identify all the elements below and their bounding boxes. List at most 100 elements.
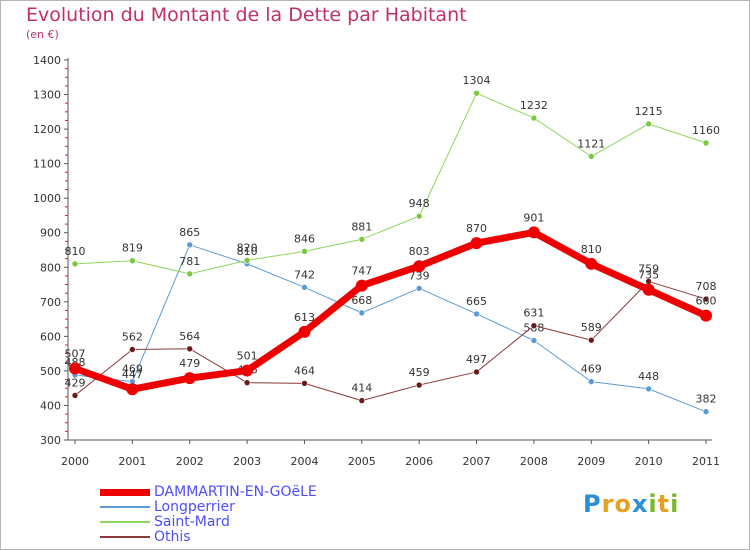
data-label-saint-mard: 819	[122, 242, 143, 255]
data-point-saint-mard	[415, 212, 423, 220]
data-label-dammartin-en-go-le: 810	[581, 243, 602, 256]
data-label-saint-mard: 1215	[635, 105, 663, 118]
data-point-saint-mard	[71, 260, 79, 268]
data-label-othis: 631	[523, 307, 544, 320]
x-tick-label: 2007	[463, 455, 491, 468]
data-label-saint-mard: 1160	[692, 124, 720, 137]
data-label-othis: 459	[409, 366, 430, 379]
logo-letter: x	[631, 490, 649, 518]
data-point-saint-mard	[186, 270, 194, 278]
data-label-saint-mard: 846	[294, 232, 315, 245]
legend-swatch	[100, 521, 150, 523]
data-point-othis	[587, 336, 595, 344]
data-point-longperrier	[587, 378, 595, 385]
chart-unit: (en €)	[26, 28, 59, 41]
data-label-longperrier: 742	[294, 268, 315, 281]
data-label-longperrier: 810	[237, 245, 258, 258]
data-label-longperrier: 668	[351, 294, 372, 307]
data-label-dammartin-en-go-le: 803	[409, 245, 430, 258]
x-tick-label: 2001	[118, 455, 146, 468]
data-point-saint-mard	[530, 114, 538, 122]
data-point-dammartin-en-go-le	[355, 279, 368, 292]
x-tick-label: 2011	[692, 455, 720, 468]
data-label-saint-mard: 881	[351, 220, 372, 233]
data-label-dammartin-en-go-le: 747	[351, 265, 372, 278]
y-tick-label: 700	[40, 296, 61, 309]
x-tick-label: 2000	[61, 455, 89, 468]
data-point-othis	[129, 346, 136, 353]
logo-letter: r	[601, 490, 615, 518]
data-point-dammartin-en-go-le	[69, 362, 81, 375]
x-tick-label: 2006	[405, 455, 433, 468]
data-label-othis: 759	[638, 262, 659, 275]
data-point-longperrier	[473, 310, 480, 318]
data-point-longperrier	[186, 241, 194, 249]
y-tick-label: 1400	[33, 54, 61, 67]
data-label-dammartin-en-go-le: 479	[179, 357, 200, 370]
series-line-longperrier	[74, 244, 707, 413]
x-tick-label: 2003	[233, 455, 261, 468]
data-label-othis: 414	[351, 382, 372, 395]
data-point-dammartin-en-go-le	[642, 283, 655, 296]
data-point-dammartin-en-go-le	[241, 364, 254, 377]
y-tick-label: 1300	[33, 89, 61, 102]
data-point-othis	[358, 397, 366, 404]
logo-letter: i	[648, 490, 658, 518]
data-point-othis	[71, 392, 79, 399]
proxiti-logo: Proxiti	[583, 490, 679, 518]
data-point-saint-mard	[473, 89, 480, 97]
data-point-saint-mard	[301, 248, 308, 255]
data-point-saint-mard	[587, 153, 595, 160]
legend-label: Saint-Mard	[154, 514, 230, 530]
data-point-othis	[702, 295, 710, 303]
data-label-othis: 562	[122, 330, 143, 343]
chart-title: Evolution du Montant de la Dette par Hab…	[26, 4, 467, 26]
data-label-dammartin-en-go-le: 870	[466, 222, 487, 235]
y-tick-label: 1000	[33, 192, 61, 205]
data-point-othis	[243, 379, 251, 386]
data-label-saint-mard: 781	[179, 255, 200, 268]
data-point-saint-mard	[243, 257, 251, 264]
data-point-dammartin-en-go-le	[527, 226, 540, 239]
data-label-othis: 429	[65, 376, 86, 389]
y-tick-label: 600	[40, 330, 61, 343]
legend-swatch	[100, 536, 150, 538]
logo-letter: P	[583, 490, 602, 518]
legend-label: Othis	[154, 529, 191, 545]
x-tick-label: 2005	[348, 455, 376, 468]
data-label-dammartin-en-go-le: 901	[523, 211, 544, 224]
logo-letter: o	[614, 490, 632, 518]
data-label-othis: 564	[179, 330, 200, 343]
series-line-saint-mard	[74, 92, 707, 275]
data-point-longperrier	[301, 284, 308, 291]
x-tick-label: 2002	[176, 455, 204, 468]
data-label-longperrier: 448	[638, 370, 659, 383]
data-point-longperrier	[702, 408, 710, 415]
data-label-longperrier: 382	[696, 393, 717, 406]
data-label-dammartin-en-go-le: 507	[65, 347, 86, 360]
y-tick-label: 300	[40, 434, 61, 447]
data-point-longperrier	[530, 337, 538, 344]
data-point-dammartin-en-go-le	[413, 260, 426, 273]
data-label-longperrier: 469	[581, 363, 602, 376]
data-point-longperrier	[645, 385, 652, 393]
data-label-saint-mard: 1304	[463, 74, 491, 87]
y-tick-label: 900	[40, 227, 61, 240]
y-tick-label: 400	[40, 399, 61, 412]
x-tick-label: 2009	[577, 455, 605, 468]
data-label-longperrier: 665	[466, 295, 487, 308]
legend-label: DAMMARTIN-EN-GOëLE	[154, 484, 317, 500]
data-label-saint-mard: 1121	[577, 137, 605, 150]
data-label-dammartin-en-go-le: 501	[237, 350, 258, 363]
data-label-longperrier: 865	[179, 226, 200, 239]
data-point-dammartin-en-go-le	[126, 383, 139, 396]
y-tick-label: 1100	[33, 158, 61, 171]
data-label-saint-mard: 1232	[520, 99, 548, 112]
x-tick-label: 2008	[520, 455, 548, 468]
data-label-longperrier: 739	[409, 269, 430, 282]
data-label-dammartin-en-go-le: 447	[122, 368, 143, 381]
data-label-saint-mard: 820	[237, 241, 258, 254]
series-line-dammartin-en-go-le	[71, 228, 710, 393]
